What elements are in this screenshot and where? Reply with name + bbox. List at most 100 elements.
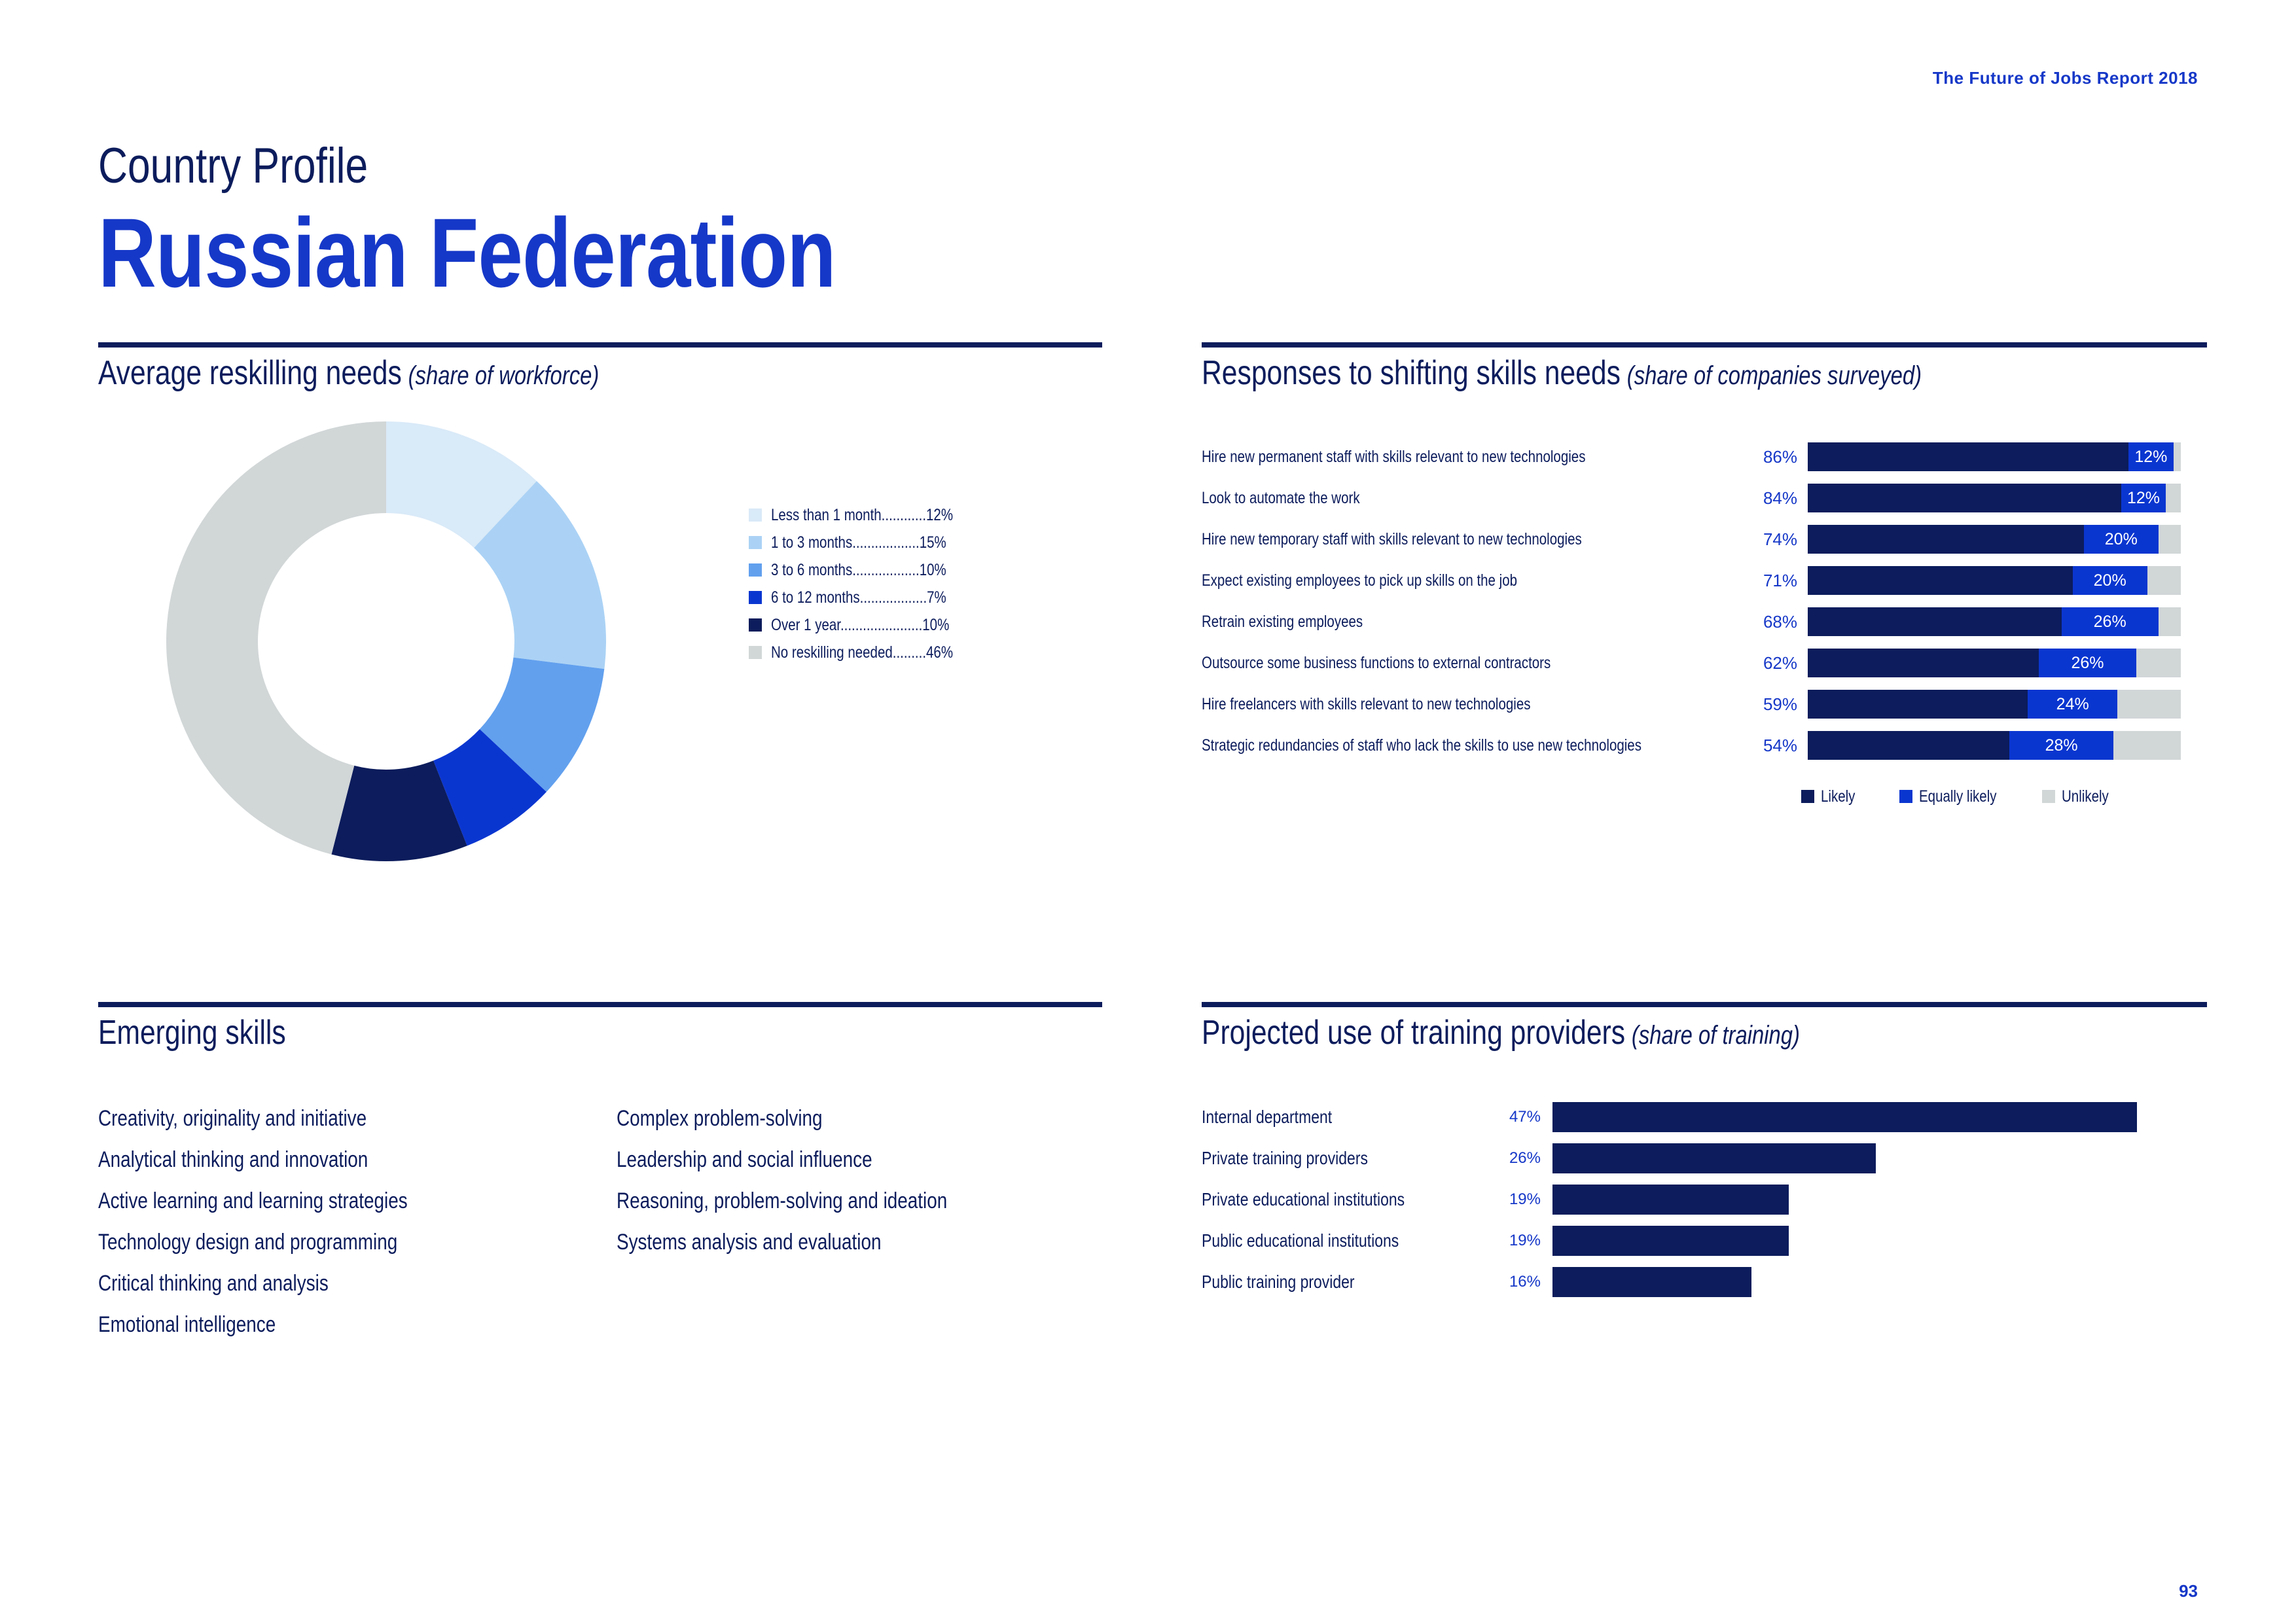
legend-label: Unlikely	[2062, 787, 2109, 806]
training-row: Public educational institutions 19%	[1202, 1226, 2210, 1267]
skill-item: Analytical thinking and innovation	[98, 1145, 475, 1186]
training-label: Internal department	[1202, 1102, 1361, 1132]
training-row: Private training providers 26%	[1202, 1143, 2210, 1185]
response-label: Outsource some business functions to ext…	[1202, 649, 1627, 677]
legend-label: 6 to 12 months	[771, 588, 860, 607]
bar-segment-equally-likely	[2121, 484, 2166, 512]
bar-segment-unlikely	[2113, 731, 2181, 760]
legend-text: 6 to 12 months..................7%	[771, 588, 946, 607]
report-title: The Future of Jobs Report 2018	[1932, 68, 2198, 88]
legend-dots: ......................	[840, 615, 923, 634]
skill-text: Analytical thinking and innovation	[98, 1147, 368, 1172]
legend-value: 12%	[926, 505, 954, 524]
response-label: Expect existing employees to pick up ski…	[1202, 566, 1587, 595]
equally-likely-value: 24%	[2056, 694, 2089, 713]
response-bar: 26%	[1808, 649, 2181, 677]
equally-likely-value: 12%	[2134, 447, 2168, 466]
training-row: Private educational institutions 19%	[1202, 1185, 2210, 1226]
training-value: 26%	[1509, 1149, 1541, 1167]
response-row: Expect existing employees to pick up ski…	[1202, 566, 2210, 607]
response-bar: 12%	[1808, 442, 2181, 471]
response-label: Hire freelancers with skills relevant to…	[1202, 690, 1603, 719]
equally-likely-value: 20%	[2093, 571, 2126, 590]
legend-item: Over 1 year......................10%	[749, 611, 997, 639]
legend-text: Over 1 year......................10%	[771, 616, 949, 635]
donut-slice-2	[474, 481, 606, 669]
skill-text: Critical thinking and analysis	[98, 1271, 329, 1296]
training-bar	[1552, 1185, 1789, 1215]
skill-item: Critical thinking and analysis	[98, 1268, 475, 1310]
response-row: Hire new permanent staff with skills rel…	[1202, 442, 2210, 484]
legend-dots: ............	[881, 505, 927, 524]
response-label: Hire new temporary staff with skills rel…	[1202, 525, 1665, 554]
bar-segment-equally-likely	[2072, 566, 2147, 595]
likely-value: 68%	[1763, 612, 1797, 632]
training-value: 47%	[1509, 1108, 1541, 1126]
section-rule	[1202, 1002, 2207, 1007]
bar-segment-unlikely	[2147, 566, 2181, 595]
bar-segment-unlikely	[2136, 649, 2181, 677]
bar-segment-unlikely	[2173, 442, 2181, 471]
legend-item: No reskilling needed.........46%	[749, 639, 997, 666]
legend-dots: .........	[892, 643, 927, 662]
skill-item: Reasoning, problem-solving and ideation	[617, 1186, 1020, 1227]
reskilling-subtitle: (share of workforce)	[408, 361, 600, 390]
legend-item: 3 to 6 months..................10%	[749, 556, 997, 584]
donut-slice-5	[331, 760, 467, 861]
legend-label: No reskilling needed	[771, 643, 893, 662]
legend-item: Unlikely	[2042, 785, 2119, 808]
legend-value: 10%	[919, 560, 946, 579]
likely-value: 71%	[1763, 571, 1797, 590]
legend-label: 3 to 6 months	[771, 560, 853, 579]
donut-slice-3	[479, 657, 605, 793]
response-bar: 26%	[1808, 607, 2181, 636]
training-value: 16%	[1509, 1273, 1541, 1291]
legend-swatch	[1801, 790, 1814, 803]
legend-label: Equally likely	[1919, 787, 1997, 806]
eyebrow-text: Country Profile	[98, 138, 368, 194]
training-label: Private training providers	[1202, 1143, 1405, 1173]
legend-swatch	[749, 563, 762, 577]
response-label-text: Hire new temporary staff with skills rel…	[1202, 529, 1582, 548]
emerging-section-title: Emerging skills	[98, 1013, 327, 1052]
equally-likely-value: 12%	[2126, 488, 2161, 507]
legend-text: 1 to 3 months..................15%	[771, 533, 946, 552]
legend-swatch	[2042, 790, 2055, 803]
likely-value: 84%	[1763, 488, 1797, 508]
legend-swatch	[749, 508, 762, 522]
bar-segment-likely	[1808, 442, 2129, 471]
bar-segment-unlikely	[2158, 525, 2181, 554]
bar-segment-equally-likely	[2028, 690, 2118, 719]
equally-likely-value: 26%	[2071, 653, 2104, 672]
skill-item: Technology design and programming	[98, 1227, 475, 1268]
donut-slice-6	[166, 421, 386, 855]
likely-value: 54%	[1763, 736, 1797, 755]
donut-slice-4	[433, 729, 547, 846]
responses-subtitle: (share of companies surveyed)	[1626, 361, 1922, 390]
donut-slices	[166, 421, 606, 861]
donut-slice-1	[386, 421, 537, 548]
bar-segment-likely	[1808, 731, 2009, 760]
legend-item: Less than 1 month............12%	[749, 501, 997, 529]
reskilling-donut-chart	[166, 421, 606, 861]
reskilling-legend: Less than 1 month............12% 1 to 3 m…	[749, 501, 997, 666]
likely-value: 62%	[1763, 653, 1797, 673]
bar-segment-equally-likely	[2083, 525, 2159, 554]
bar-segment-likely	[1808, 484, 2121, 512]
response-bar: 20%	[1808, 525, 2181, 554]
legend-swatch	[749, 646, 762, 659]
legend-label: Over 1 year	[771, 615, 840, 634]
responses-section-title: Responses to shifting skills needs (share…	[1202, 353, 2080, 393]
legend-swatch	[1899, 790, 1912, 803]
legend-text: Less than 1 month............12%	[771, 506, 953, 525]
skill-item: Emotional intelligence	[98, 1310, 475, 1351]
legend-swatch	[749, 536, 762, 549]
legend-text: Likely	[1821, 787, 1855, 806]
legend-item: Equally likely	[1899, 785, 2014, 808]
section-rule	[98, 1002, 1102, 1007]
training-bar	[1552, 1102, 2137, 1132]
training-value: 19%	[1509, 1232, 1541, 1249]
country-name: Russian Federation	[98, 198, 836, 308]
page-title: Russian Federation	[98, 196, 997, 310]
response-row: Strategic redundancies of staff who lack…	[1202, 731, 2210, 772]
